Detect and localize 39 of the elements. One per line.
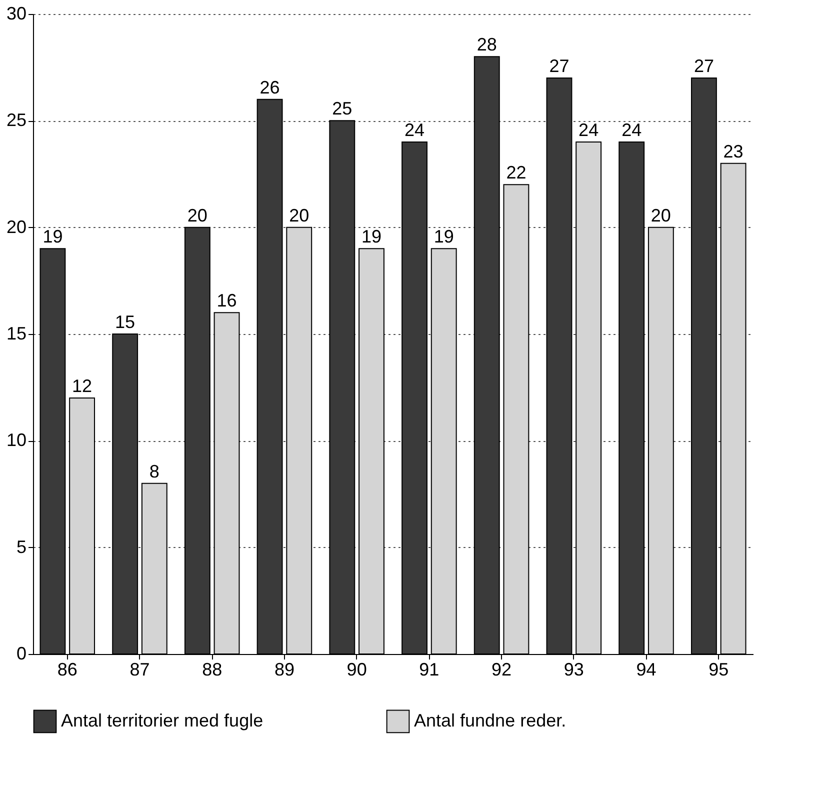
data-label: 16 xyxy=(216,290,237,311)
data-label: 23 xyxy=(723,141,744,162)
legend-label: Antal fundne reder. xyxy=(414,710,566,730)
data-label: 15 xyxy=(115,312,136,332)
data-label: 19 xyxy=(42,226,63,247)
data-label: 12 xyxy=(72,376,92,396)
x-tick-label: 91 xyxy=(419,660,440,680)
x-tick-label: 95 xyxy=(708,660,729,680)
data-label: 8 xyxy=(149,461,160,482)
y-tick-label: 20 xyxy=(6,216,26,237)
legend-label: Antal territorier med fugle xyxy=(61,710,264,730)
data-label: 20 xyxy=(650,205,671,226)
data-label: 27 xyxy=(694,56,714,76)
y-tick-label: 25 xyxy=(6,110,26,130)
x-tick-label: 93 xyxy=(564,660,584,680)
x-tick-label: 90 xyxy=(346,660,367,680)
x-tick-label: 86 xyxy=(57,660,78,680)
data-label: 20 xyxy=(289,205,310,226)
y-tick-label: 30 xyxy=(6,4,26,24)
y-tick-label: 10 xyxy=(6,430,26,450)
data-label: 19 xyxy=(434,226,454,247)
y-tick-label: 0 xyxy=(16,644,26,664)
y-tick-label: 5 xyxy=(16,536,26,557)
x-tick-label: 88 xyxy=(202,660,222,680)
x-tick-label: 94 xyxy=(636,660,656,680)
data-label: 20 xyxy=(187,205,208,226)
x-tick-label: 89 xyxy=(274,660,294,680)
data-label: 19 xyxy=(361,226,382,247)
y-tick-label: 15 xyxy=(6,324,26,344)
x-tick-label: 87 xyxy=(130,660,150,680)
data-label: 24 xyxy=(404,120,425,140)
data-label: 27 xyxy=(549,56,570,76)
data-label: 22 xyxy=(506,162,526,183)
data-label: 28 xyxy=(476,34,497,55)
data-label: 24 xyxy=(578,120,599,140)
data-label: 26 xyxy=(260,77,280,98)
data-label: 25 xyxy=(332,98,352,119)
x-tick-label: 92 xyxy=(492,660,512,680)
data-label: 24 xyxy=(622,120,642,140)
